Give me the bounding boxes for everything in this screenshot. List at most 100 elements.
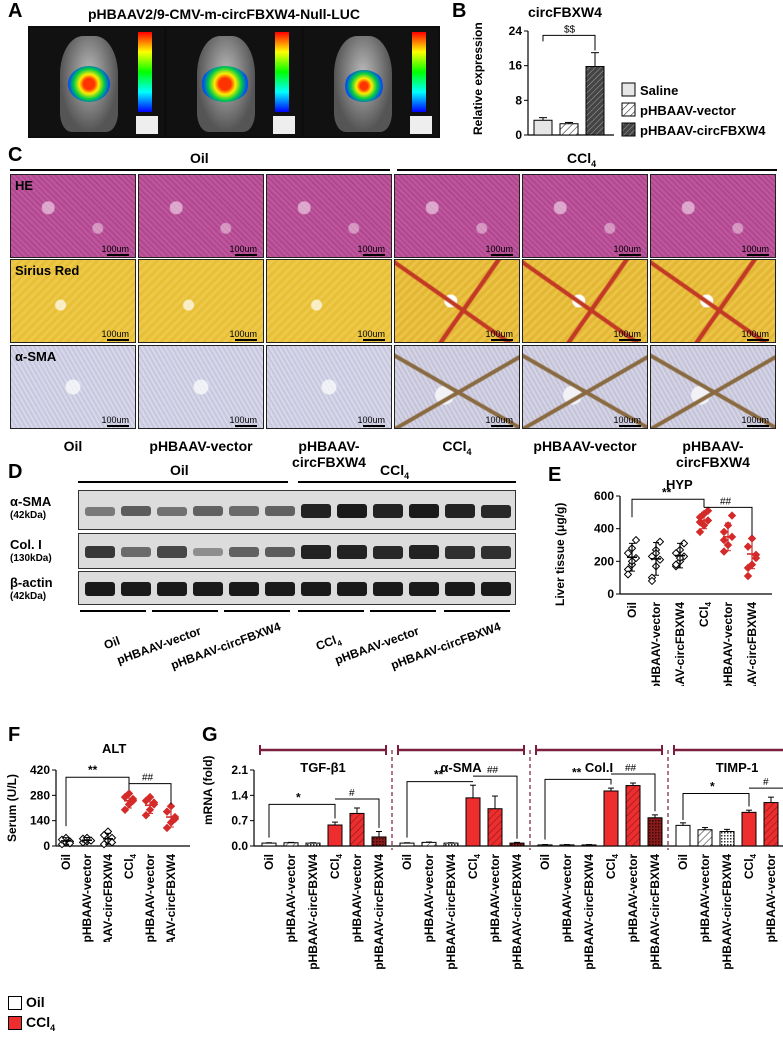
legend-oil-label: Oil: [26, 994, 45, 1010]
g-category-label: pHBAAV-vector: [350, 854, 364, 943]
b-tick-label: 8: [515, 93, 522, 107]
data-point: [695, 527, 705, 537]
wb-lane-underline: [224, 610, 290, 612]
panel-b-label: B: [452, 0, 467, 22]
category-label: pHBAAV-circFBXW4: [673, 602, 687, 686]
wb-band: [157, 546, 187, 558]
category-label: pHBAAV-circFBXW4: [164, 854, 178, 942]
g-bar: [763, 802, 779, 847]
stain-label: Sirius Red: [15, 263, 80, 278]
f-sig-bracket: [65, 776, 130, 827]
data-point: [679, 539, 689, 548]
histology-image: 100um: [138, 259, 264, 343]
histology-image: 100um: [394, 345, 520, 429]
wb-band: [229, 506, 259, 516]
scale-bar: [235, 339, 257, 341]
category-label: Oil: [59, 854, 73, 870]
b-tick-label: 24: [509, 24, 523, 38]
panel-e-label: E: [548, 464, 562, 486]
g-category-label: pHBAAV-circFBXW4: [306, 854, 320, 970]
g-sig-bracket-2: [473, 775, 518, 839]
data-point: [647, 576, 657, 586]
legend-oil-swatch: [8, 996, 22, 1010]
wb-band: [121, 582, 151, 596]
data-point: [141, 811, 151, 820]
wb-group-line-ccl4: [298, 481, 516, 483]
g-sig-bracket: [544, 778, 612, 840]
panel-c-label: C: [8, 144, 23, 166]
g-category-label: pHBAAV-circFBXW4: [372, 854, 386, 970]
histology-column-label: pHBAAV-vector: [533, 438, 637, 454]
wb-lane-underline: [444, 610, 510, 612]
data-point: [719, 547, 729, 556]
category-label: pHBAAV-vector: [80, 854, 94, 942]
panel-g-ylabel: mRNA (fold): [201, 755, 215, 825]
g-bar: [719, 831, 735, 847]
b-legend-label: pHBAAV-vector: [640, 103, 736, 118]
panel-e-title: HYP: [666, 477, 693, 492]
scale-label: 100um: [101, 329, 129, 339]
g-category-label: pHBAAV-circFBXW4: [648, 854, 662, 970]
b-sig-bracket: [542, 34, 596, 51]
panel-g-label: G: [202, 724, 218, 746]
data-point: [743, 542, 753, 551]
wb-band-size: (42kDa): [10, 591, 47, 602]
g-bar: [261, 842, 277, 847]
histology-column-label: Oil: [63, 438, 83, 454]
wb-band: [445, 582, 475, 596]
b-legend-label: Saline: [640, 83, 678, 98]
g-sig-bracket-2: [749, 787, 783, 789]
e-sig-label: **: [662, 485, 672, 499]
scale-bar: [491, 254, 513, 256]
stain-label: HE: [15, 178, 34, 193]
scale-label: 100um: [229, 244, 257, 254]
scale-bar: [491, 425, 513, 427]
wb-band: [265, 506, 295, 516]
scale-label: 100um: [741, 415, 769, 425]
data-point: [631, 535, 641, 545]
wb-band-size: (130kDa): [10, 553, 52, 564]
histology-image: 100um: [650, 345, 776, 429]
stain-label: α-SMA: [15, 349, 57, 364]
scale-bar: [747, 425, 769, 427]
mouse-image-3: [304, 28, 438, 136]
scale-bar: [107, 254, 129, 256]
g-y-tick-label: 1.4: [231, 788, 248, 802]
panel-f-title: ALT: [102, 741, 126, 756]
scale-bar: [747, 254, 769, 256]
g-bar: [509, 842, 525, 847]
b-legend-swatch: [621, 122, 636, 137]
g-bar: [741, 811, 757, 847]
e-sig-bracket: [631, 498, 705, 518]
histology-image: 100um: [522, 259, 648, 343]
g-category-label: Oil: [538, 854, 552, 870]
category-label: Oil: [625, 602, 639, 618]
data-point: [162, 807, 172, 816]
panel-c-group-ccl4: CCl4: [567, 150, 597, 169]
wb-lane-label: Oil: [102, 633, 122, 652]
legend-ccl4-swatch: [8, 1016, 22, 1030]
data-point: [719, 535, 729, 545]
wb-band: [265, 582, 295, 596]
data-point: [120, 805, 130, 815]
wb-membrane: [78, 571, 516, 605]
scale-label: 100um: [357, 415, 385, 425]
panel-a-title: pHBAAV2/9-CMV-m-circFBXW4-Null-LUC: [88, 6, 360, 22]
wb-band-name: Col. I: [10, 537, 42, 552]
g-sig-label: **: [434, 768, 444, 782]
g-category-label: pHBAAV-vector: [626, 854, 640, 943]
g-category-label: CCl4: [604, 853, 620, 879]
g-bar: [371, 836, 387, 847]
data-point: [743, 571, 753, 581]
scale-bar: [107, 339, 129, 341]
y-tick-label: 400: [594, 522, 614, 536]
wb-band: [85, 507, 115, 516]
histology-column-label: pHBAAV-vector: [149, 438, 253, 454]
b-tick-label: 0: [515, 128, 522, 142]
scale-label: 100um: [485, 415, 513, 425]
g-bar: [675, 824, 691, 847]
imaging-strip: [28, 26, 440, 138]
panel-c-group-oil: Oil: [190, 150, 209, 166]
e-sig-label-2: ##: [720, 496, 732, 507]
g-bar: [421, 841, 437, 847]
